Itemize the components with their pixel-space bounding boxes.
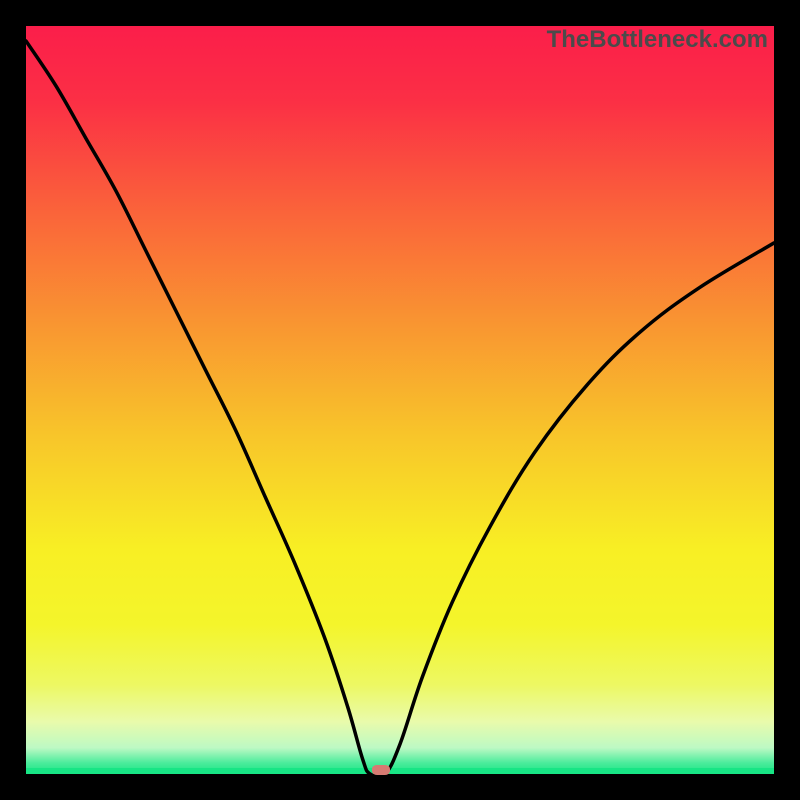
watermark-text: TheBottleneck.com (547, 26, 768, 54)
plot-area: TheBottleneck.com (26, 26, 774, 774)
dip-marker (372, 765, 390, 775)
bottleneck-curve (26, 26, 774, 774)
